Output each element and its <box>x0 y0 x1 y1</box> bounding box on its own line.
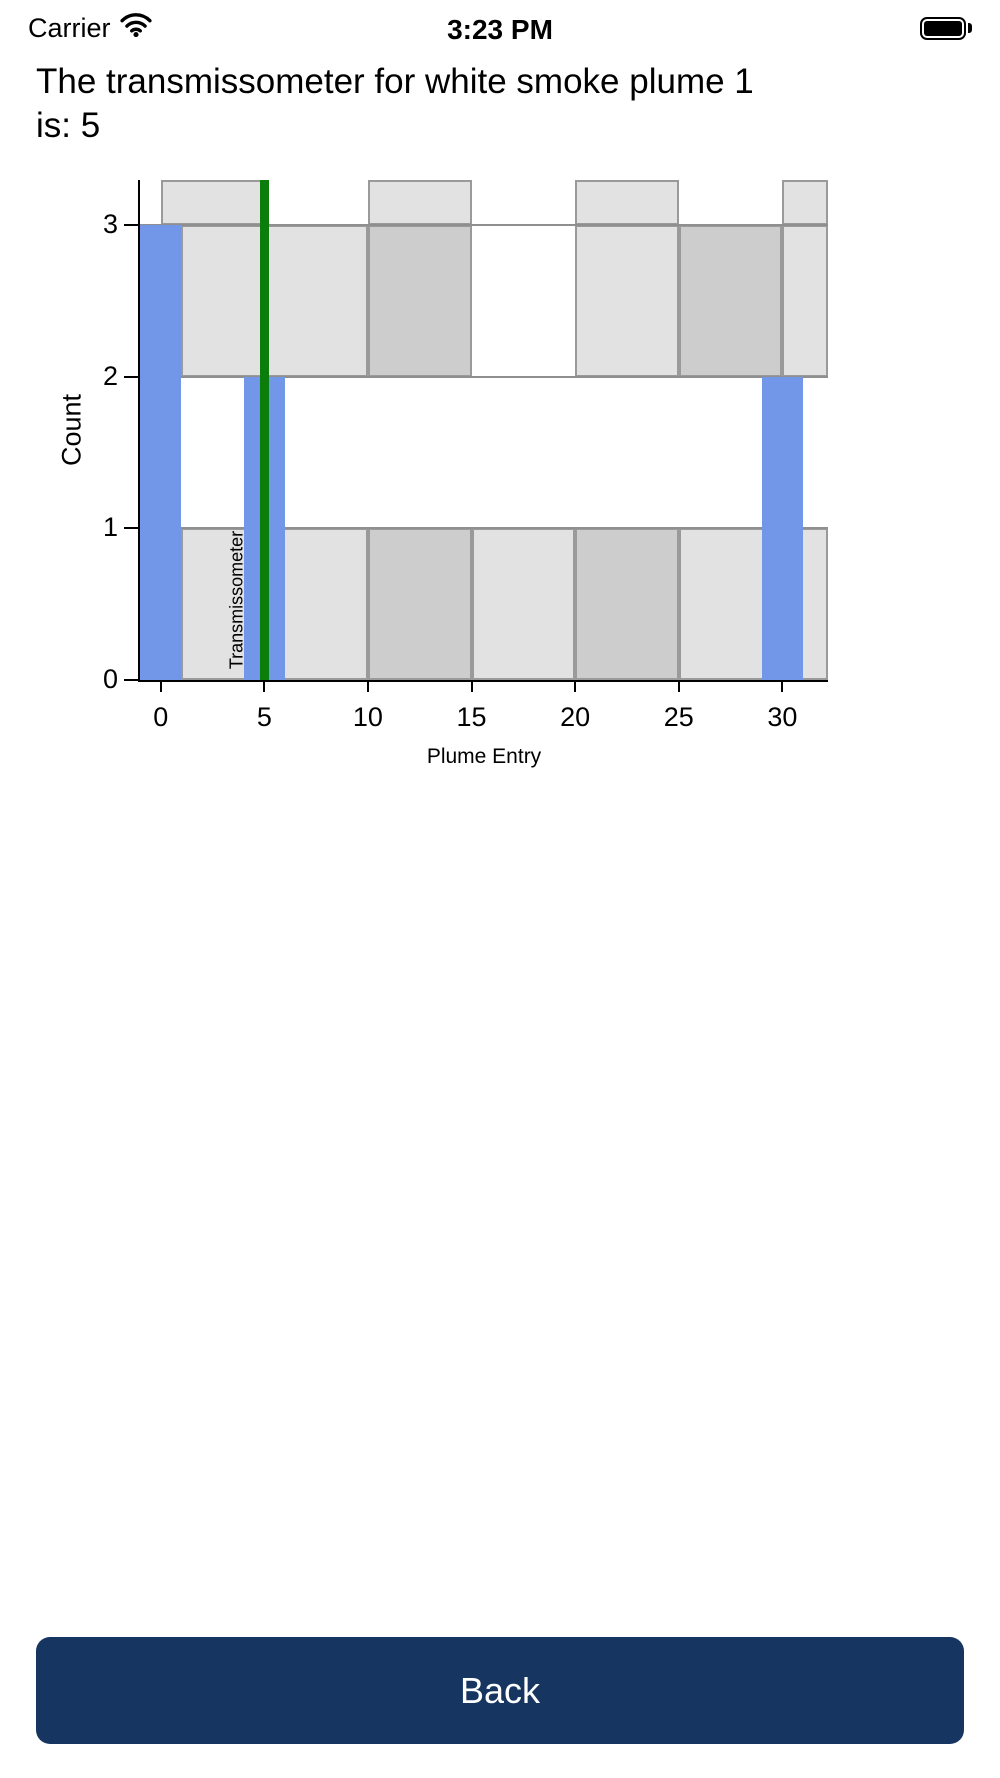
y-tick-label: 2 <box>102 360 118 391</box>
carrier-label: Carrier <box>28 12 111 43</box>
status-bar: Carrier 3:23 PM <box>0 0 1000 50</box>
histogram-background-block <box>367 225 472 377</box>
histogram-background-block <box>367 180 472 226</box>
y-gridline <box>140 375 828 378</box>
x-tick-label: 5 <box>256 702 272 732</box>
x-tick-mark <box>366 682 369 692</box>
transmissometer-line-label: Transmissometer <box>226 530 247 670</box>
histogram-background-block <box>575 225 679 377</box>
histogram-chart: Count Plume Entry Transmissometer 0 5 10 15… <box>0 0 1000 800</box>
y-tick-label: 3 <box>102 209 118 240</box>
histogram-bar <box>140 225 182 680</box>
y-axis-line <box>138 180 140 682</box>
x-tick-mark <box>574 682 577 692</box>
status-time: 3:23 PM <box>447 14 553 45</box>
histogram-background-block <box>471 528 576 680</box>
histogram-background-block <box>160 180 265 226</box>
x-tick-label: 25 <box>663 702 694 732</box>
histogram-background-block <box>678 528 828 680</box>
x-tick-mark <box>159 682 162 692</box>
back-button-label: Back <box>459 1669 541 1711</box>
back-button[interactable]: Back <box>36 1637 964 1744</box>
battery-body <box>920 16 966 40</box>
x-tick-label: 0 <box>153 702 169 732</box>
histogram-background-block <box>575 528 679 680</box>
x-tick-label: 30 <box>767 702 798 732</box>
histogram-background-block <box>367 528 472 680</box>
battery-fill <box>924 20 962 36</box>
battery-tip <box>968 23 972 33</box>
carrier-group: Carrier <box>28 12 152 45</box>
x-tick-mark <box>677 682 680 692</box>
histogram-background-block <box>782 180 828 226</box>
y-gridline <box>140 224 828 227</box>
y-axis-label: Count <box>56 393 87 467</box>
x-tick-label: 10 <box>352 702 383 732</box>
result-text: The transmissometer for white smoke plum… <box>36 62 754 146</box>
battery-icon <box>920 16 972 40</box>
y-tick-mark <box>124 224 138 227</box>
x-tick-mark <box>263 682 266 692</box>
y-tick-label: 0 <box>102 664 118 694</box>
x-axis-label: Plume Entry <box>426 745 542 768</box>
histogram-bar <box>761 376 804 680</box>
x-tick-label: 15 <box>456 702 487 732</box>
y-tick-mark <box>124 375 138 378</box>
histogram-background-block <box>782 225 828 377</box>
transmissometer-line <box>259 180 269 680</box>
histogram-background-block <box>575 180 679 226</box>
wifi-icon <box>119 12 152 45</box>
histogram-background-block <box>181 225 368 377</box>
x-tick-label: 20 <box>560 702 591 732</box>
x-tick-mark <box>470 682 473 692</box>
x-tick-mark <box>781 682 784 692</box>
x-axis-line <box>138 680 828 682</box>
y-gridline <box>140 527 828 530</box>
y-tick-mark <box>124 679 138 681</box>
y-tick-mark <box>124 527 138 530</box>
histogram-background-block <box>678 225 783 377</box>
y-tick-label: 1 <box>102 512 118 543</box>
